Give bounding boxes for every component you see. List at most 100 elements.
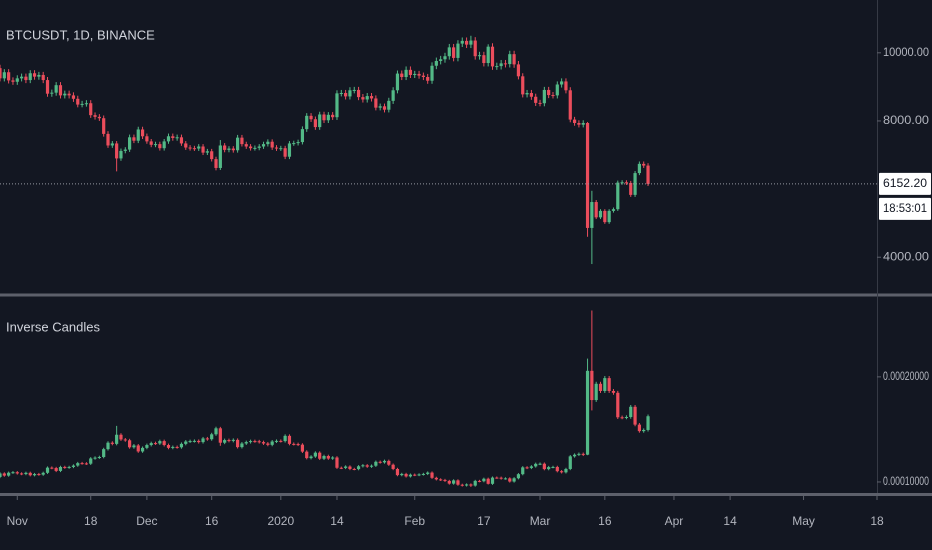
candle-body [560, 471, 564, 473]
candle-body [417, 474, 421, 476]
candle-body [642, 429, 646, 432]
candle-body [547, 89, 551, 96]
x-tick-label: 17 [477, 514, 491, 528]
candle-body [482, 55, 486, 64]
y-tick-label: 10000.00 [883, 45, 929, 59]
candle-body [439, 59, 443, 61]
candle-body [417, 73, 421, 76]
candle-body [426, 472, 430, 474]
candle-body [240, 137, 244, 145]
candle-body [607, 378, 611, 391]
candle-body [184, 143, 188, 148]
candle-body [495, 66, 499, 68]
candle-body [633, 173, 637, 195]
candle-body [525, 93, 529, 95]
candle-body [434, 477, 438, 480]
candle-body [400, 473, 404, 476]
candle-body [529, 466, 533, 468]
candle-body [335, 457, 339, 468]
candle-body [594, 202, 598, 218]
candle-body [123, 149, 127, 151]
candle-body [464, 484, 469, 486]
candle-body [305, 451, 309, 459]
candle-body [339, 467, 343, 469]
candle-body [508, 478, 512, 482]
candle-body [525, 467, 529, 469]
candle-body [633, 406, 637, 425]
candle-body [503, 63, 508, 65]
candle-body [629, 406, 633, 418]
candle-body [0, 68, 2, 79]
candle-body [2, 473, 6, 476]
candle-body [270, 141, 274, 148]
candle-body [322, 456, 326, 459]
candle-body [555, 84, 559, 96]
candle-body [11, 80, 15, 82]
candle-body [136, 129, 140, 141]
candle-body [106, 133, 110, 146]
candle-body [339, 93, 343, 95]
candle-body [115, 143, 119, 159]
candle-body [76, 98, 80, 105]
candle-body [348, 90, 352, 97]
candle-body [322, 114, 326, 121]
candle-body [166, 445, 171, 448]
candle-body [283, 435, 287, 442]
candle-body [391, 464, 395, 469]
candle-body [490, 477, 495, 484]
candle-body [32, 474, 37, 476]
candle-body [603, 378, 607, 391]
candle-body [136, 445, 140, 452]
candle-body [270, 441, 274, 445]
candle-body [495, 477, 499, 479]
candle-body [365, 465, 369, 467]
candle-body [261, 144, 266, 147]
candle-body [184, 441, 188, 444]
candle-body [132, 137, 136, 141]
candle-body [37, 74, 41, 77]
candle-body [158, 144, 162, 149]
candle-body [646, 165, 650, 184]
candle-body [318, 452, 322, 459]
candle-body [512, 478, 516, 482]
candle-body [37, 474, 41, 476]
candle-body [201, 146, 205, 153]
candle-body [261, 442, 266, 444]
candle-body [287, 143, 292, 157]
candle-body [45, 80, 50, 94]
candle-body [629, 182, 633, 195]
candle-body [20, 473, 24, 475]
candle-body [119, 434, 123, 440]
candle-body [344, 93, 348, 97]
candle-body [175, 446, 179, 448]
candle-body [499, 477, 503, 479]
candle-body [140, 447, 145, 452]
candle-body [244, 442, 248, 444]
candle-body [97, 456, 101, 458]
candle-body [28, 73, 32, 81]
candle-body [313, 119, 317, 128]
candle-body [93, 457, 97, 459]
candle-body [616, 182, 620, 210]
candle-body [456, 480, 460, 485]
candle-body [642, 163, 646, 166]
candle-body [132, 445, 136, 448]
candle-body [223, 145, 227, 150]
candle-body [443, 479, 447, 481]
candle-body [577, 122, 581, 125]
candle-body [175, 137, 179, 139]
candle-body [274, 440, 279, 442]
candle-body [309, 115, 313, 120]
candle-body [63, 93, 67, 96]
candle-body [551, 466, 555, 468]
candle-body [292, 143, 296, 145]
candle-body [145, 445, 149, 448]
candle-body [128, 440, 132, 448]
candle-body [223, 440, 227, 443]
candle-body [7, 472, 11, 476]
x-tick-label: Nov [7, 514, 28, 528]
candle-body [521, 76, 525, 95]
candle-body [382, 106, 387, 110]
